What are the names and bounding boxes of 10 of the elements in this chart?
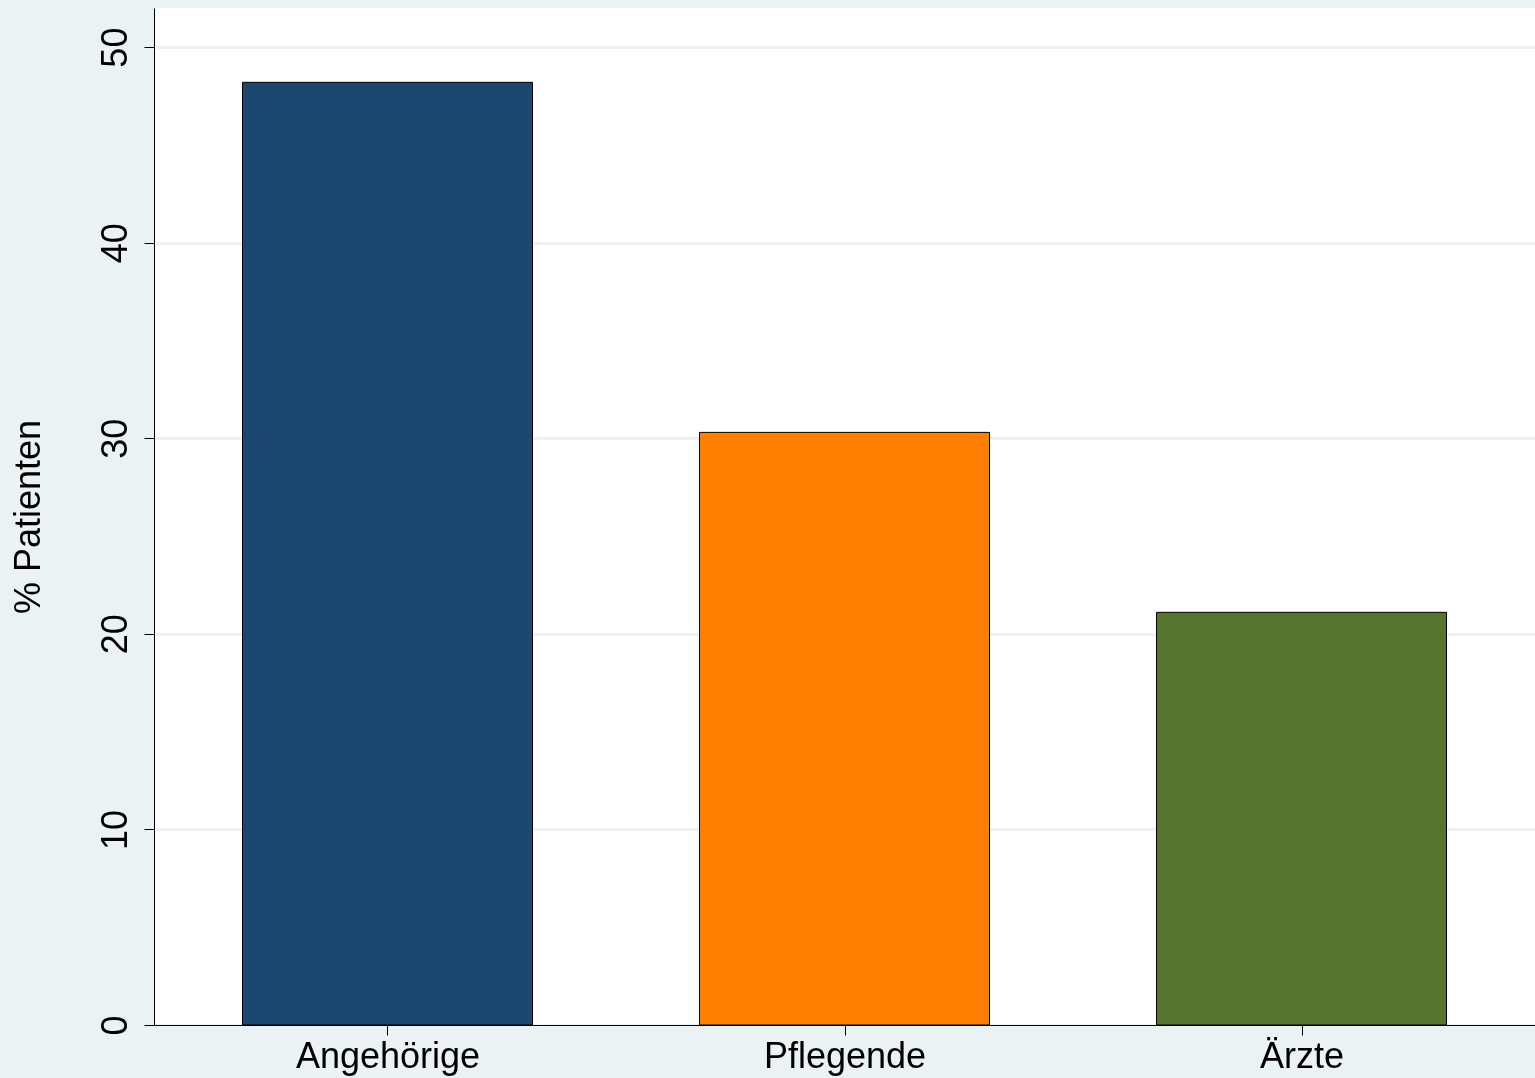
y-tick-label: 10 [93, 809, 135, 850]
y-tick-label: 50 [93, 27, 135, 68]
y-tick-label: 30 [93, 418, 135, 459]
y-tick-label: 40 [93, 223, 135, 264]
y-tick-label: 0 [93, 1015, 135, 1036]
y-tick-label: 20 [93, 614, 135, 655]
x-tick-label: Ärzte [1259, 1034, 1345, 1076]
x-tick-label: Angehörige [295, 1034, 481, 1076]
y-axis-title: % Patienten [6, 419, 48, 615]
x-tick-label: Pflegende [763, 1034, 927, 1076]
